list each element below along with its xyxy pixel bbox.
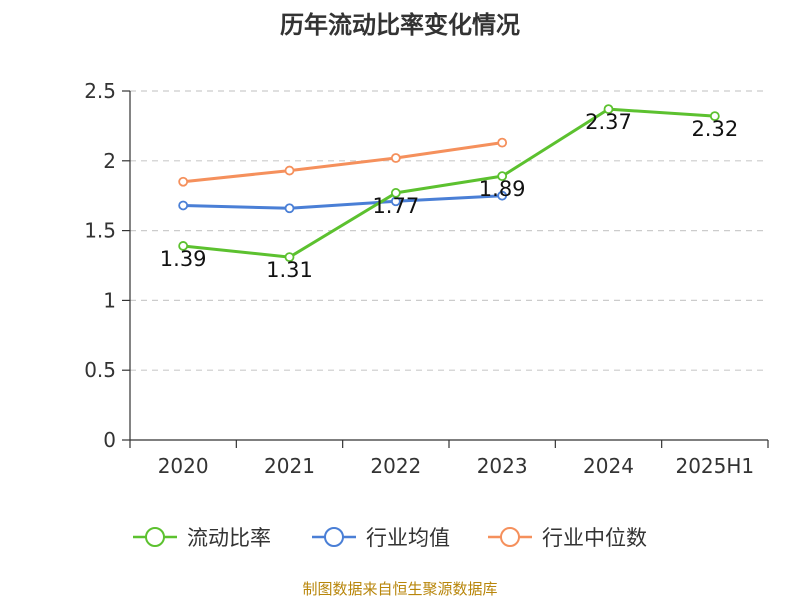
legend-marker (500, 527, 520, 547)
legend-label: 流动比率 (187, 526, 271, 550)
data-point (178, 176, 189, 187)
legend-label: 行业均值 (366, 526, 450, 550)
x-tick-label: 2025H1 (675, 454, 754, 478)
data-label: 2.32 (691, 117, 738, 141)
data-point (497, 190, 508, 201)
data-point (284, 252, 295, 263)
legend-marker (145, 527, 165, 547)
x-tick-label: 2022 (370, 454, 421, 478)
x-tick-label: 2021 (264, 454, 315, 478)
y-tick-label: 1 (103, 288, 116, 312)
data-point (603, 104, 614, 115)
data-point (284, 203, 295, 214)
data-point (284, 165, 295, 176)
legend: 流动比率 行业均值 行业中位数 (133, 526, 647, 550)
data-point (709, 111, 720, 122)
data-point (178, 241, 189, 251)
y-tick-label: 2.5 (84, 79, 116, 103)
axes: 0 0.5 1 1.5 2 2.5 2020 2021 2022 2023 2024 2025H1 (84, 79, 769, 478)
series-line-2 (183, 141, 503, 184)
legend-label: 行业中位数 (542, 526, 647, 550)
data-label: 1.39 (160, 247, 207, 271)
legend-marker (324, 527, 344, 547)
data-label: 1.77 (372, 194, 419, 218)
data-label: 1.31 (266, 258, 313, 282)
y-tick-label: 0.5 (84, 358, 116, 382)
data-point (390, 153, 401, 163)
series-layer (178, 104, 720, 263)
source-note: 制图数据来自恒生聚源数据库 (302, 580, 497, 598)
data-label: 2.37 (585, 110, 632, 134)
data-point (497, 171, 508, 182)
data-label: 1.89 (479, 177, 526, 201)
x-tick-label: 2024 (583, 454, 634, 478)
x-tick-label: 2023 (477, 454, 528, 478)
y-tick-label: 2 (103, 149, 116, 173)
chart-title: 历年流动比率变化情况 (280, 11, 520, 39)
data-point (497, 137, 508, 148)
y-tick-label: 1.5 (84, 219, 116, 243)
series-line-1 (183, 194, 503, 210)
data-labels: 1.39 1.31 1.77 1.89 2.37 2.32 (160, 110, 738, 282)
y-tick-label: 0 (103, 428, 116, 452)
series-line-0 (183, 107, 715, 259)
grid-lines (130, 90, 768, 371)
x-tick-label: 2020 (158, 454, 209, 478)
data-point (390, 188, 401, 198)
data-point (178, 200, 189, 211)
